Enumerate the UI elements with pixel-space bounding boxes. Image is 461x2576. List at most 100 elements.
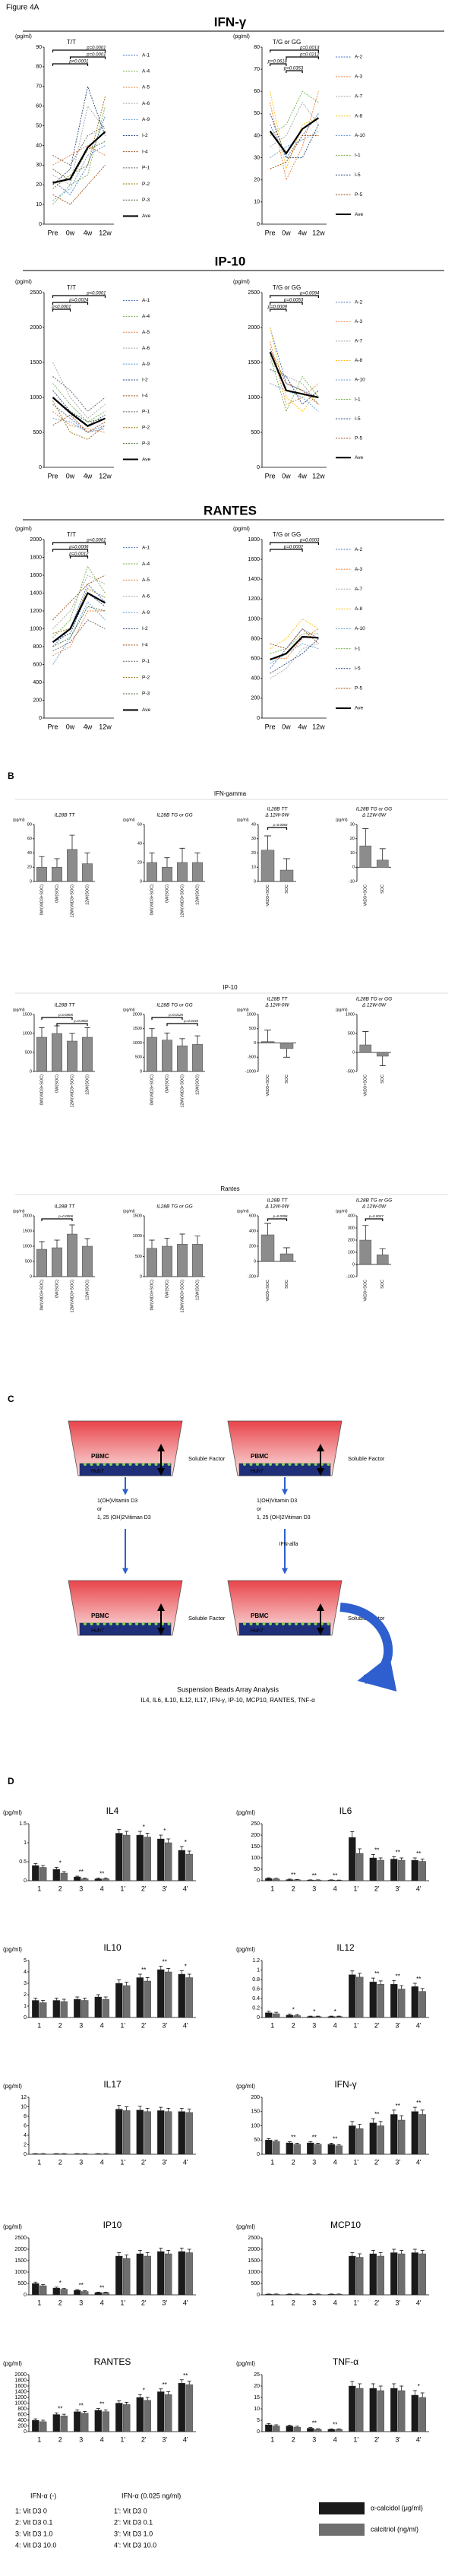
y-tick-label: 2500 <box>248 290 260 296</box>
bar <box>369 1857 377 1881</box>
y-tick-label: 500 <box>348 1031 355 1036</box>
bar <box>123 1834 131 1881</box>
legend-label: A-3 <box>355 74 363 80</box>
y-tick-label: 1000 <box>30 395 42 400</box>
bar <box>265 2140 273 2155</box>
y-tick-label: 0.5 <box>19 1859 27 1865</box>
comparison-bracket <box>166 1023 198 1026</box>
series-line <box>52 588 106 634</box>
legend-title: IFN-α (0.025 ng/ml) <box>122 2492 181 2499</box>
series-line <box>52 591 106 643</box>
comparison-bracket <box>286 70 303 73</box>
x-tick-label: 3 <box>79 1885 83 1892</box>
y-tick-label: 1 <box>24 1840 27 1846</box>
bar <box>32 2000 39 2018</box>
bar <box>162 1040 172 1072</box>
bar <box>293 2293 301 2296</box>
significance-mark: ** <box>58 2405 62 2412</box>
cell-dot <box>141 1463 145 1466</box>
bar <box>192 1044 203 1072</box>
well-insert <box>238 1463 331 1476</box>
series-line <box>52 85 106 185</box>
y-tick-label: 12 <box>21 2095 27 2100</box>
bar <box>376 859 389 868</box>
error-bar <box>125 2402 129 2405</box>
x-tick-label: 2 <box>58 1885 62 1892</box>
well-label: Soluble Factor <box>188 1615 226 1622</box>
error-bar <box>54 1998 58 2001</box>
bar <box>185 2112 193 2155</box>
series-line <box>52 383 106 422</box>
y-tick-label: 10 <box>254 2407 260 2412</box>
x-tick-label: 12w <box>312 229 325 236</box>
error-bar <box>96 2408 100 2410</box>
y-axis-label: (pg/ml) <box>336 818 348 822</box>
error-bar <box>350 2252 355 2256</box>
error-bar <box>378 2121 383 2126</box>
y-axis-label: (pg/ml) <box>236 2083 255 2090</box>
error-bar <box>378 1980 383 1985</box>
p-value: p=0.0618 <box>267 60 288 65</box>
series-line <box>270 135 319 169</box>
x-tick-label: SOC <box>380 1074 385 1084</box>
y-tick-label: 70 <box>254 67 260 72</box>
x-tick-label: 3' <box>395 2021 400 2029</box>
bar <box>136 2397 144 2432</box>
y-tick-label: 1 <box>257 1967 260 1973</box>
cell-dot <box>167 1463 171 1466</box>
significance-mark: ** <box>99 1871 104 1878</box>
cell-dot <box>128 1463 132 1466</box>
x-tick-label: VitD3+SOC <box>364 1074 368 1097</box>
error-bar <box>412 2390 417 2395</box>
significance-mark: * <box>185 1964 187 1970</box>
legend-label: P-2 <box>142 675 150 680</box>
bar <box>82 1036 93 1072</box>
well-label: Huh7 <box>251 1628 264 1634</box>
x-tick-label: 2' <box>141 2299 147 2306</box>
x-tick-label: 1 <box>270 2299 274 2306</box>
y-tick-label: 1500 <box>248 2258 260 2264</box>
cell-dot <box>90 1622 93 1625</box>
y-tick-label: 8 <box>24 2114 27 2119</box>
subtitle: T/T <box>67 284 76 291</box>
x-tick-label: 4' <box>416 2021 422 2029</box>
cell-dot <box>301 1463 305 1466</box>
well-label: PBMC <box>91 1453 109 1460</box>
y-tick-label: 10 <box>21 2104 27 2109</box>
bar <box>94 1996 102 2018</box>
significance-mark: ** <box>163 2381 167 2388</box>
x-tick-label: 2 <box>292 2435 295 2443</box>
y-tick-label: 0 <box>39 465 42 470</box>
panel-label: D <box>8 1776 14 1786</box>
error-bar <box>308 2015 313 2017</box>
y-tick-label: 20 <box>350 837 355 841</box>
significance-mark: ** <box>312 2420 317 2427</box>
bar <box>377 2390 384 2432</box>
legend-label: I-2 <box>142 378 148 383</box>
legend-label: P-3 <box>142 691 150 697</box>
error-bar <box>33 2281 38 2283</box>
x-tick-label: 0W(SOC) <box>55 1280 59 1298</box>
cell-dot <box>249 1622 253 1625</box>
comparison-bracket <box>56 1023 88 1026</box>
bar <box>418 2253 426 2296</box>
y-tick-label: 800 <box>17 2407 27 2412</box>
x-tick-label: 4w <box>298 723 307 730</box>
x-tick-label: 4' <box>416 2158 422 2166</box>
x-tick-label: 3 <box>79 2021 83 2029</box>
significance-mark: ** <box>416 2100 421 2106</box>
y-tick-label: 1600 <box>248 557 260 562</box>
legend-label: I-1 <box>355 153 361 158</box>
error-bar <box>371 2118 375 2123</box>
y-tick-label: 500 <box>33 430 42 435</box>
x-tick-label: 2' <box>141 2158 147 2166</box>
x-tick-label: 1' <box>353 2299 358 2306</box>
y-tick-label: -500 <box>248 1055 256 1060</box>
bar <box>359 1044 372 1053</box>
series-line <box>52 145 106 201</box>
error-bar <box>103 2292 108 2293</box>
cell-dot <box>84 1463 87 1466</box>
error-bar <box>164 857 170 868</box>
error-bar <box>33 1998 38 2001</box>
y-axis-label: (pg/ml) <box>236 1946 255 1953</box>
